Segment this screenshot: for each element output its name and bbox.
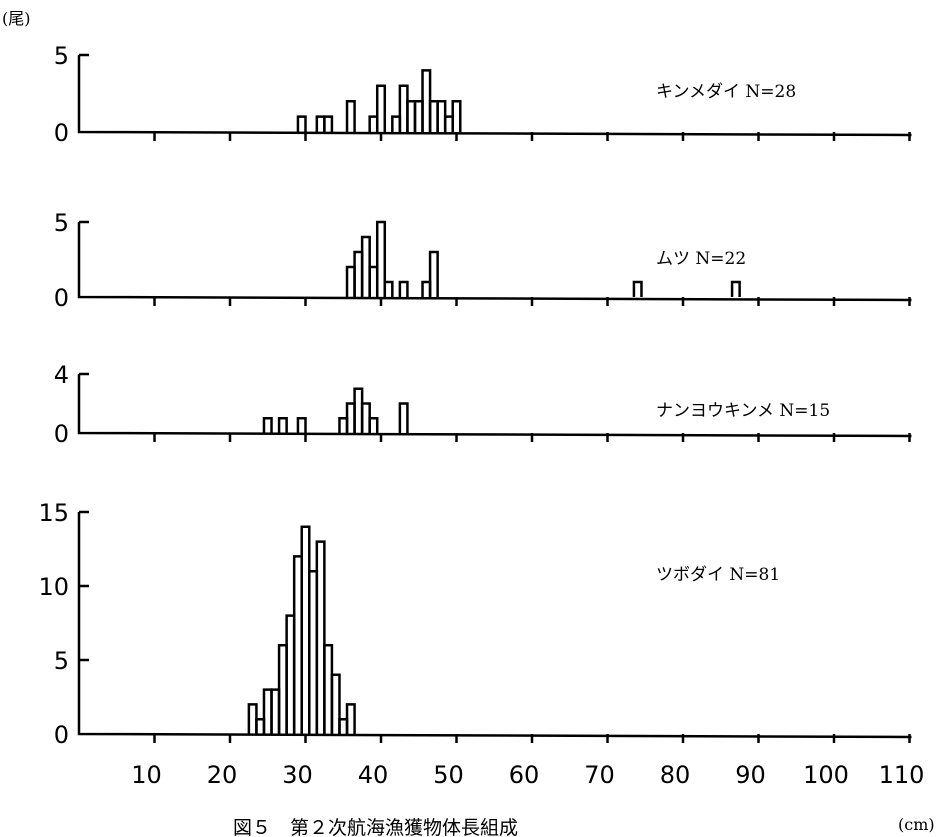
histogram-panel: 5 0 キンメダイ N=28 <box>54 42 912 147</box>
y-tick-label: 5 <box>54 42 69 70</box>
axis-line <box>77 55 912 137</box>
x-tick-label: 10 <box>131 761 162 789</box>
histogram-bar <box>632 280 643 297</box>
histogram-bar <box>296 115 307 132</box>
histogram-bar <box>345 99 356 132</box>
y-tick-label: 10 <box>38 573 69 601</box>
histogram-bar <box>345 703 356 734</box>
x-unit-label: (cm) <box>898 815 935 834</box>
y-tick-label: 0 <box>54 721 69 749</box>
x-tick-label: 100 <box>803 761 849 789</box>
histogram-bar <box>398 280 409 297</box>
x-tick-label: 20 <box>207 761 238 789</box>
x-tick-label: 70 <box>584 761 615 789</box>
figure-caption: 図５ 第２次航海漁獲物体長組成 <box>233 817 518 837</box>
series-label: キンメダイ N=28 <box>656 82 796 102</box>
x-tick-label: 60 <box>509 761 540 789</box>
x-tick-label: 50 <box>433 761 464 789</box>
histogram-bar <box>368 417 379 433</box>
axis-line <box>77 222 912 302</box>
x-tick-label: 40 <box>358 761 389 789</box>
x-tick-label: 80 <box>660 761 691 789</box>
x-tick-label: 110 <box>879 761 925 789</box>
y-tick-label: 0 <box>54 119 69 147</box>
y-tick-label: 15 <box>38 499 69 527</box>
histogram-panel: 5 0 ムツ N=22 <box>54 209 912 312</box>
histogram-panel: 4 0 ナンヨウキンメ N=15 <box>54 361 912 448</box>
y-tick-label: 4 <box>54 361 69 389</box>
histogram-bar <box>262 417 273 433</box>
histogram-bar <box>398 402 409 433</box>
histogram-bar <box>330 673 341 734</box>
histogram-bar <box>375 84 387 132</box>
y-tick-label: 5 <box>54 209 69 237</box>
y-tick-label: 0 <box>54 420 69 448</box>
histogram-bar <box>451 99 462 132</box>
histogram-panel: 15 10 5 0 ツボダイ N=81 <box>38 499 912 749</box>
histogram-bar <box>375 220 387 297</box>
x-tick-label: 90 <box>735 761 766 789</box>
series-label: ナンヨウキンメ N=15 <box>656 401 830 421</box>
histogram-bar <box>323 115 334 132</box>
histogram-bar <box>730 280 741 297</box>
histogram-bar <box>383 280 394 297</box>
x-tick-labels: 10 20 30 40 50 60 70 80 90 100 110 <box>131 761 924 789</box>
y-tick-label: 0 <box>54 284 69 312</box>
histogram-bar <box>428 250 439 297</box>
axis-line <box>77 512 912 739</box>
series-label: ツボダイ N=81 <box>656 565 780 585</box>
histogram-bar <box>277 417 288 433</box>
histogram-bar <box>315 540 326 734</box>
y-tick-label: 5 <box>54 647 69 675</box>
y-unit-label: (尾) <box>2 9 31 28</box>
series-label: ムツ N=22 <box>656 249 746 269</box>
histogram-bar <box>296 417 307 433</box>
x-tick-label: 30 <box>282 761 313 789</box>
axis-line <box>77 374 912 438</box>
